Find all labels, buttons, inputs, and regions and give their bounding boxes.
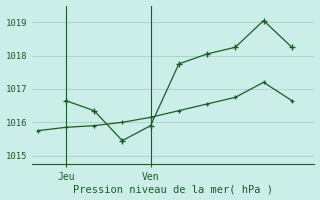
X-axis label: Pression niveau de la mer( hPa ): Pression niveau de la mer( hPa ) [73,184,273,194]
